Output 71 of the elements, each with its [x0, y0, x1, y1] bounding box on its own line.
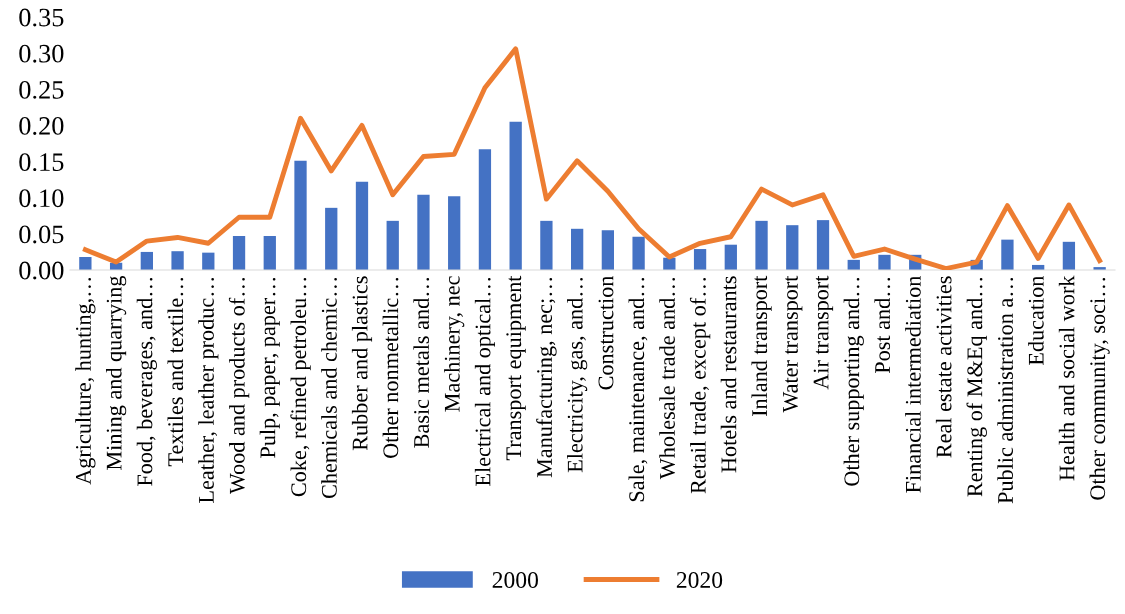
bar	[601, 230, 615, 270]
x-tick-label: Sale, maintenance, and…	[628, 277, 648, 502]
bar	[724, 244, 737, 270]
x-tick-label: Textiles and textile…	[167, 277, 184, 467]
bar	[1001, 239, 1014, 270]
x-tick-label: Renting of M&Eq and…	[966, 277, 987, 497]
x-tick-label: Health and social work	[1058, 275, 1075, 481]
x-tick-label: Other nonmetallic…	[382, 277, 399, 458]
bar	[816, 220, 830, 270]
y-tick-label: 0.00	[19, 261, 64, 280]
x-tick-label: Mining and quarrying	[106, 275, 127, 470]
y-tick-label: 0.20	[19, 117, 64, 135]
bar	[878, 254, 891, 270]
x-tick-label: Wholesale trade and…	[659, 277, 676, 480]
x-tick-label: Hotels and restaurants	[720, 276, 737, 473]
x-tick-label: Retail trade, except of…	[689, 277, 711, 494]
x-tick-label: Inland transport	[751, 275, 772, 417]
x-tick-label: Other supporting and…	[843, 277, 864, 486]
y-tick-label: 0.10	[19, 189, 64, 208]
y-tick-label: 0.05	[19, 225, 64, 244]
bar	[478, 149, 492, 270]
x-tick-label: Chemicals and chemic…	[321, 277, 337, 499]
x-tick-label: Rubber and plastics	[351, 276, 373, 451]
bar	[325, 207, 338, 270]
bar	[755, 220, 768, 270]
bar	[417, 194, 430, 270]
x-tick-label: Water transport	[783, 275, 803, 413]
x-tick-label: Transport equipment	[506, 275, 526, 461]
bar	[1062, 241, 1076, 270]
x-tick-label: Electrical and optical…	[474, 277, 495, 486]
x-tick-label: Agriculture, hunting,…	[75, 277, 96, 485]
x-tick-label: Construction	[598, 275, 614, 390]
bar	[693, 249, 707, 270]
bar	[202, 252, 215, 270]
x-tick-label: Manufacturing, nec;…	[536, 277, 557, 478]
legend-label: 2020	[676, 572, 723, 588]
legend-label: 2000	[492, 572, 538, 588]
x-tick-label: Pulp, paper, paper…	[259, 277, 280, 458]
y-tick-label: 0.35	[19, 8, 64, 27]
x-tick-label: Machinery, nec	[444, 276, 465, 412]
x-tick-label: Other community, soci…	[1089, 277, 1110, 500]
bar	[140, 251, 153, 270]
bar	[509, 121, 522, 270]
bar	[386, 220, 399, 270]
x-tick-label: Coke, refined petroleu…	[290, 277, 311, 497]
x-tick-label: Electricity, gas, and…	[567, 277, 588, 473]
bar	[232, 236, 246, 270]
line-series	[82, 46, 1103, 270]
x-tick-label: Food, beverages, and…	[136, 277, 157, 486]
bar	[448, 196, 461, 270]
bar	[294, 160, 307, 270]
x-tick-label: Education	[1028, 275, 1044, 366]
x-tick-label: Real estate activities	[935, 276, 952, 458]
y-tick-label: 0.30	[19, 44, 64, 63]
y-tick-label: 0.15	[19, 153, 64, 172]
x-tick-label: Public administration a…	[997, 277, 1014, 504]
bar	[540, 220, 553, 270]
x-tick-label: Air transport	[813, 275, 834, 390]
bar	[263, 236, 276, 270]
x-tick-label: Wood and products of…	[228, 277, 250, 495]
bar	[171, 251, 184, 270]
x-tick-label: Post and…	[874, 277, 891, 374]
bar	[570, 228, 584, 270]
x-tick-label: Leather, leather produc…	[198, 277, 219, 503]
y-tick-label: 0.25	[19, 80, 64, 99]
bar	[79, 256, 92, 270]
x-tick-label: Basic metals and…	[413, 277, 430, 448]
bar	[632, 236, 645, 270]
x-tick-label: Financial intermediation	[905, 275, 921, 493]
bar	[786, 225, 799, 270]
bar	[355, 181, 369, 270]
